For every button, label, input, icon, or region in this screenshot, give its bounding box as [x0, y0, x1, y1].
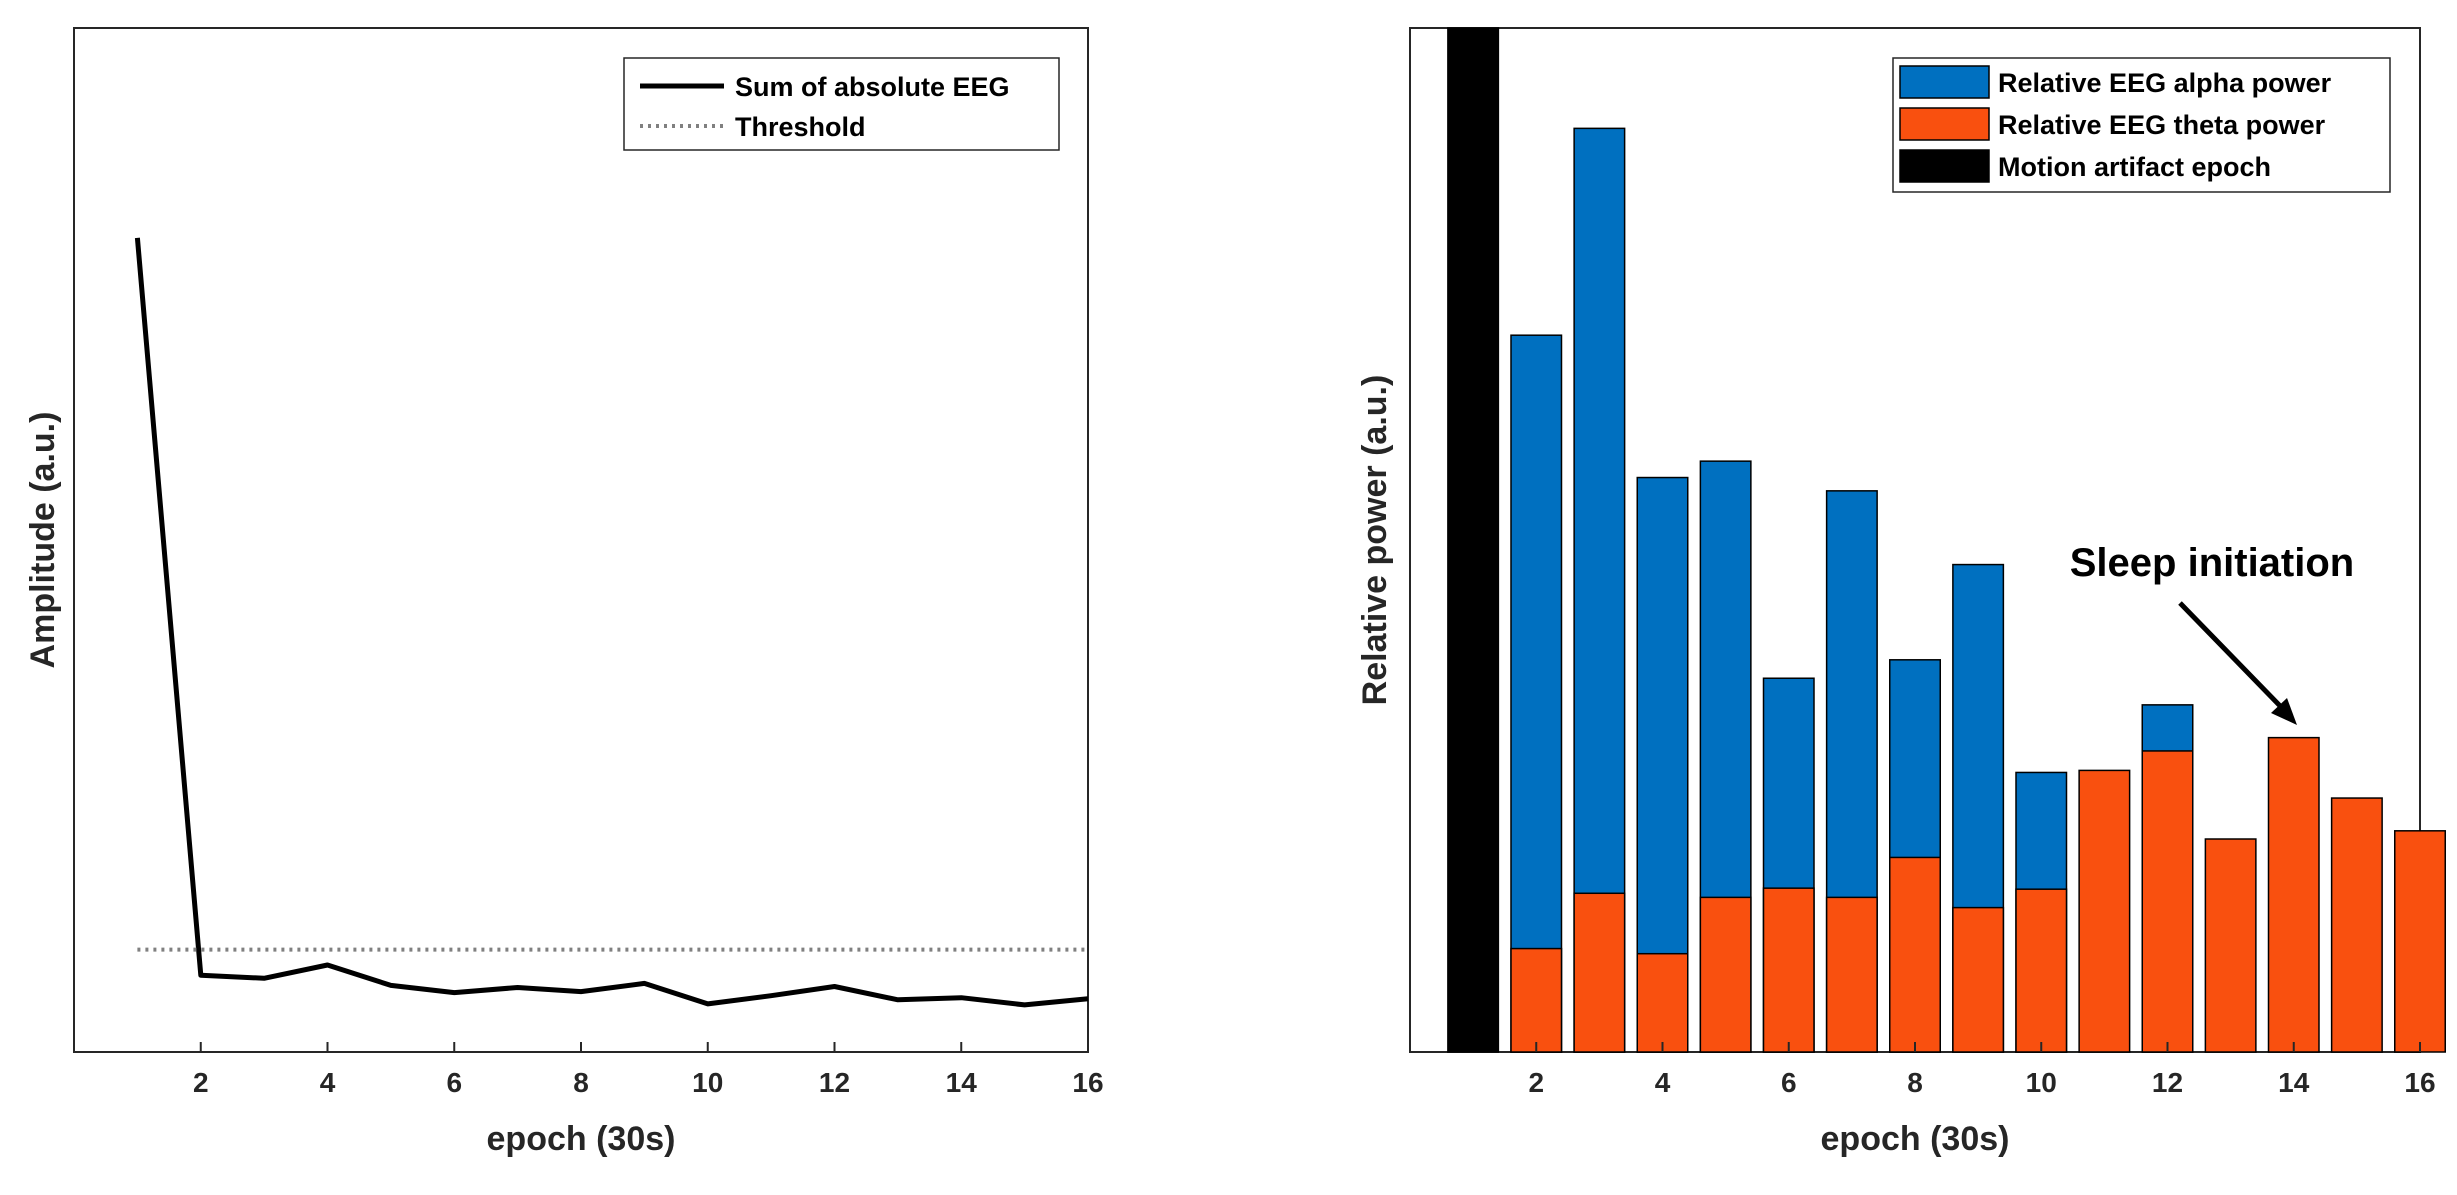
x-tick-label: 4	[1655, 1067, 1671, 1098]
legend-label-theta: Relative EEG theta power	[1998, 110, 2326, 140]
bar-theta-power	[2330, 797, 2383, 1053]
power-x-ticks: 2 4 6 8 10 12 14 16	[1528, 1042, 2436, 1098]
power-legend: Relative EEG alpha power Relative EEG th…	[1892, 57, 2391, 193]
bar-motion-artifact	[1447, 27, 1500, 1053]
annotation-text: Sleep initiation	[2070, 541, 2354, 585]
x-tick-label: 6	[1781, 1067, 1797, 1098]
bar-theta-power	[2078, 769, 2131, 1053]
x-tick-label: 16	[2404, 1067, 2435, 1098]
relative-power-chart: 2 4 6 8 10 12 14 16 epoch (30s) Relative power …	[1356, 27, 2446, 1158]
bar-theta-power	[2267, 736, 2320, 1053]
power-x-axis-label: epoch (30s)	[1821, 1120, 2010, 1158]
power-y-axis-label: Relative power (a.u.)	[1356, 375, 1394, 706]
sleep-initiation-annotation: Sleep initiation	[2070, 541, 2354, 725]
bar-theta-power	[1889, 856, 1941, 1053]
amplitude-y-axis-label: Amplitude (a.u.)	[24, 412, 62, 669]
x-tick-label: 4	[320, 1067, 336, 1098]
x-tick-label: 2	[193, 1067, 209, 1098]
sum-eeg-line	[134, 237, 1089, 1008]
amplitude-chart: 2 4 6 8 10 12 14 16 epoch (30s) Amplitude (a.u.…	[24, 27, 1104, 1158]
x-tick-label: 6	[446, 1067, 462, 1098]
bar-theta-power	[2015, 888, 2068, 1053]
x-tick-label: 12	[2152, 1067, 2183, 1098]
legend-label-artifact: Motion artifact epoch	[1998, 152, 2271, 182]
legend-label-threshold: Threshold	[735, 112, 866, 142]
legend-swatch-theta	[1899, 107, 1990, 141]
x-tick-label: 8	[573, 1067, 589, 1098]
annotation-arrow-head	[2271, 698, 2297, 725]
bar-theta-power	[2141, 750, 2194, 1053]
x-tick-label: 10	[692, 1067, 723, 1098]
bar-theta-power	[1510, 947, 1563, 1053]
bar-theta-power	[1636, 952, 1689, 1053]
amplitude-x-ticks: 2 4 6 8 10 12 14 16	[193, 1042, 1104, 1098]
bar-theta-power	[2394, 830, 2446, 1053]
amplitude-plot-area	[73, 27, 1089, 1053]
bar-theta-power	[1762, 887, 1815, 1053]
amplitude-legend: Sum of absolute EEG Threshold	[623, 57, 1060, 151]
bar-theta-power	[1825, 896, 1878, 1053]
legend-label-alpha: Relative EEG alpha power	[1998, 68, 2332, 98]
bar-theta-power	[1952, 906, 2005, 1053]
amplitude-x-axis-label: epoch (30s)	[487, 1120, 676, 1158]
x-tick-label: 14	[946, 1067, 978, 1098]
x-tick-label: 10	[2026, 1067, 2057, 1098]
annotation-arrow-shaft	[2178, 601, 2288, 714]
bar-alpha-power	[1510, 334, 1563, 1053]
legend-swatch-artifact	[1899, 149, 1990, 183]
x-tick-label: 12	[819, 1067, 850, 1098]
x-tick-label: 14	[2278, 1067, 2310, 1098]
amplitude-legend-box	[623, 57, 1060, 151]
legend-label-sum-eeg: Sum of absolute EEG	[735, 72, 1010, 102]
amplitude-series	[134, 237, 1089, 1008]
x-tick-label: 2	[1528, 1067, 1544, 1098]
legend-swatch-alpha	[1899, 65, 1990, 99]
power-bars	[1447, 27, 2446, 1053]
bar-theta-power	[1699, 896, 1752, 1053]
bar-theta-power	[1573, 892, 1626, 1053]
x-tick-label: 16	[1072, 1067, 1103, 1098]
x-tick-label: 8	[1907, 1067, 1923, 1098]
bar-theta-power	[2204, 838, 2257, 1053]
